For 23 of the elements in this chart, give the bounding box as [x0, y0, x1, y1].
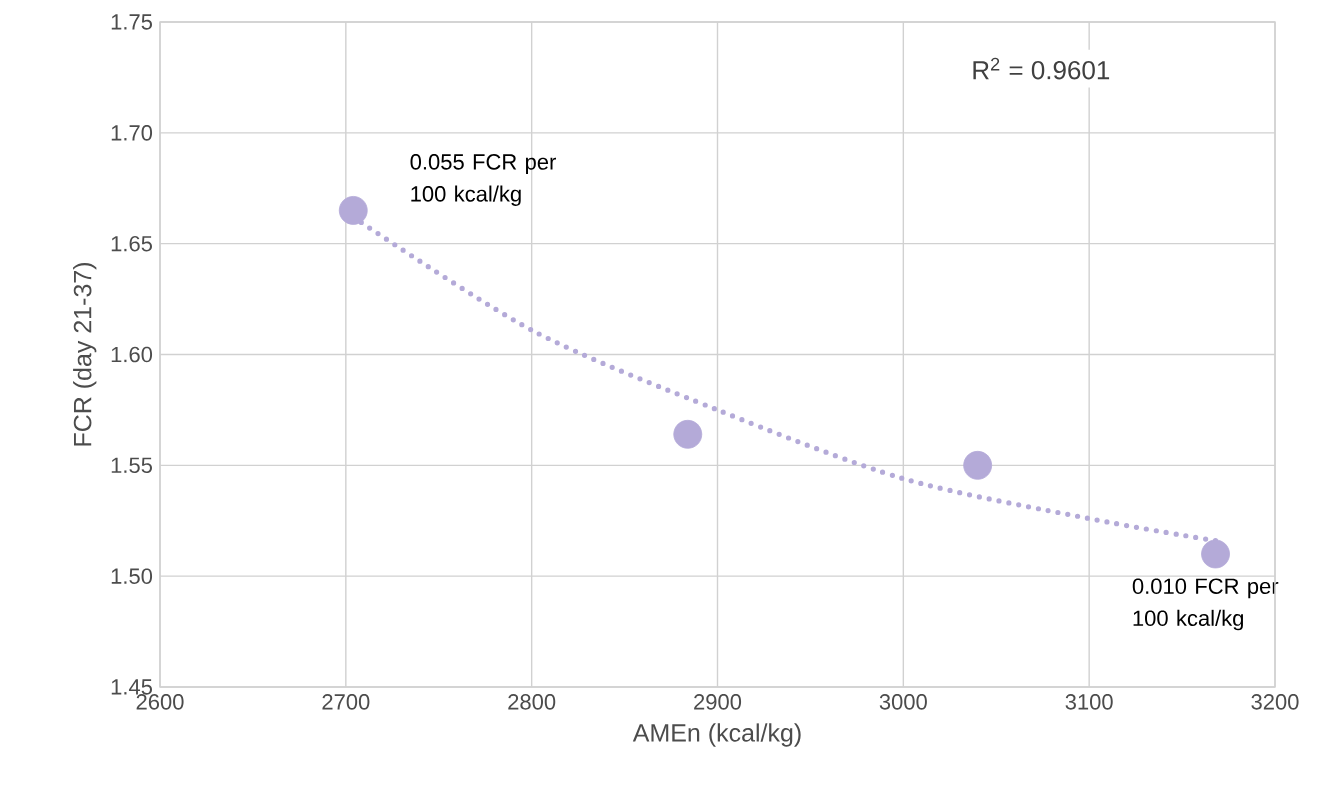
point — [1201, 539, 1230, 569]
y-tick-label: 1.50 — [111, 568, 153, 584]
y-tick-label: 1.45 — [111, 679, 152, 695]
x-tick-label: 3100 — [1065, 694, 1113, 710]
annotation: 0.010 FCR per 100 kcal/kg — [1132, 578, 1279, 631]
x-tick-label: 3000 — [879, 694, 927, 710]
annotation: R$^{2}$ = 0.9601 — [973, 57, 1110, 80]
y-tick-label: 1.75 — [111, 14, 152, 30]
y-tick-label: 1.55 — [111, 457, 152, 474]
point — [338, 196, 368, 225]
x-tick-label: 2600 — [136, 694, 184, 710]
annotation: 0.055 FCR per 100 kcal/kg — [410, 154, 556, 206]
point — [673, 419, 703, 449]
x-tick-label: 2800 — [508, 694, 556, 710]
x-tick-label: 2700 — [322, 694, 370, 710]
y-tick-label: 1.60 — [111, 346, 153, 363]
y-tick-label: 1.65 — [111, 235, 152, 252]
point — [963, 450, 993, 480]
x-tick-label: 3200 — [1251, 694, 1299, 710]
x-axis-title: AMEn (kcal/kg) — [632, 723, 801, 747]
y-axis-title: FCR (day 21-37) — [73, 263, 97, 446]
x-tick-label: 2900 — [694, 694, 742, 710]
y-tick-label: 1.70 — [111, 125, 153, 141]
